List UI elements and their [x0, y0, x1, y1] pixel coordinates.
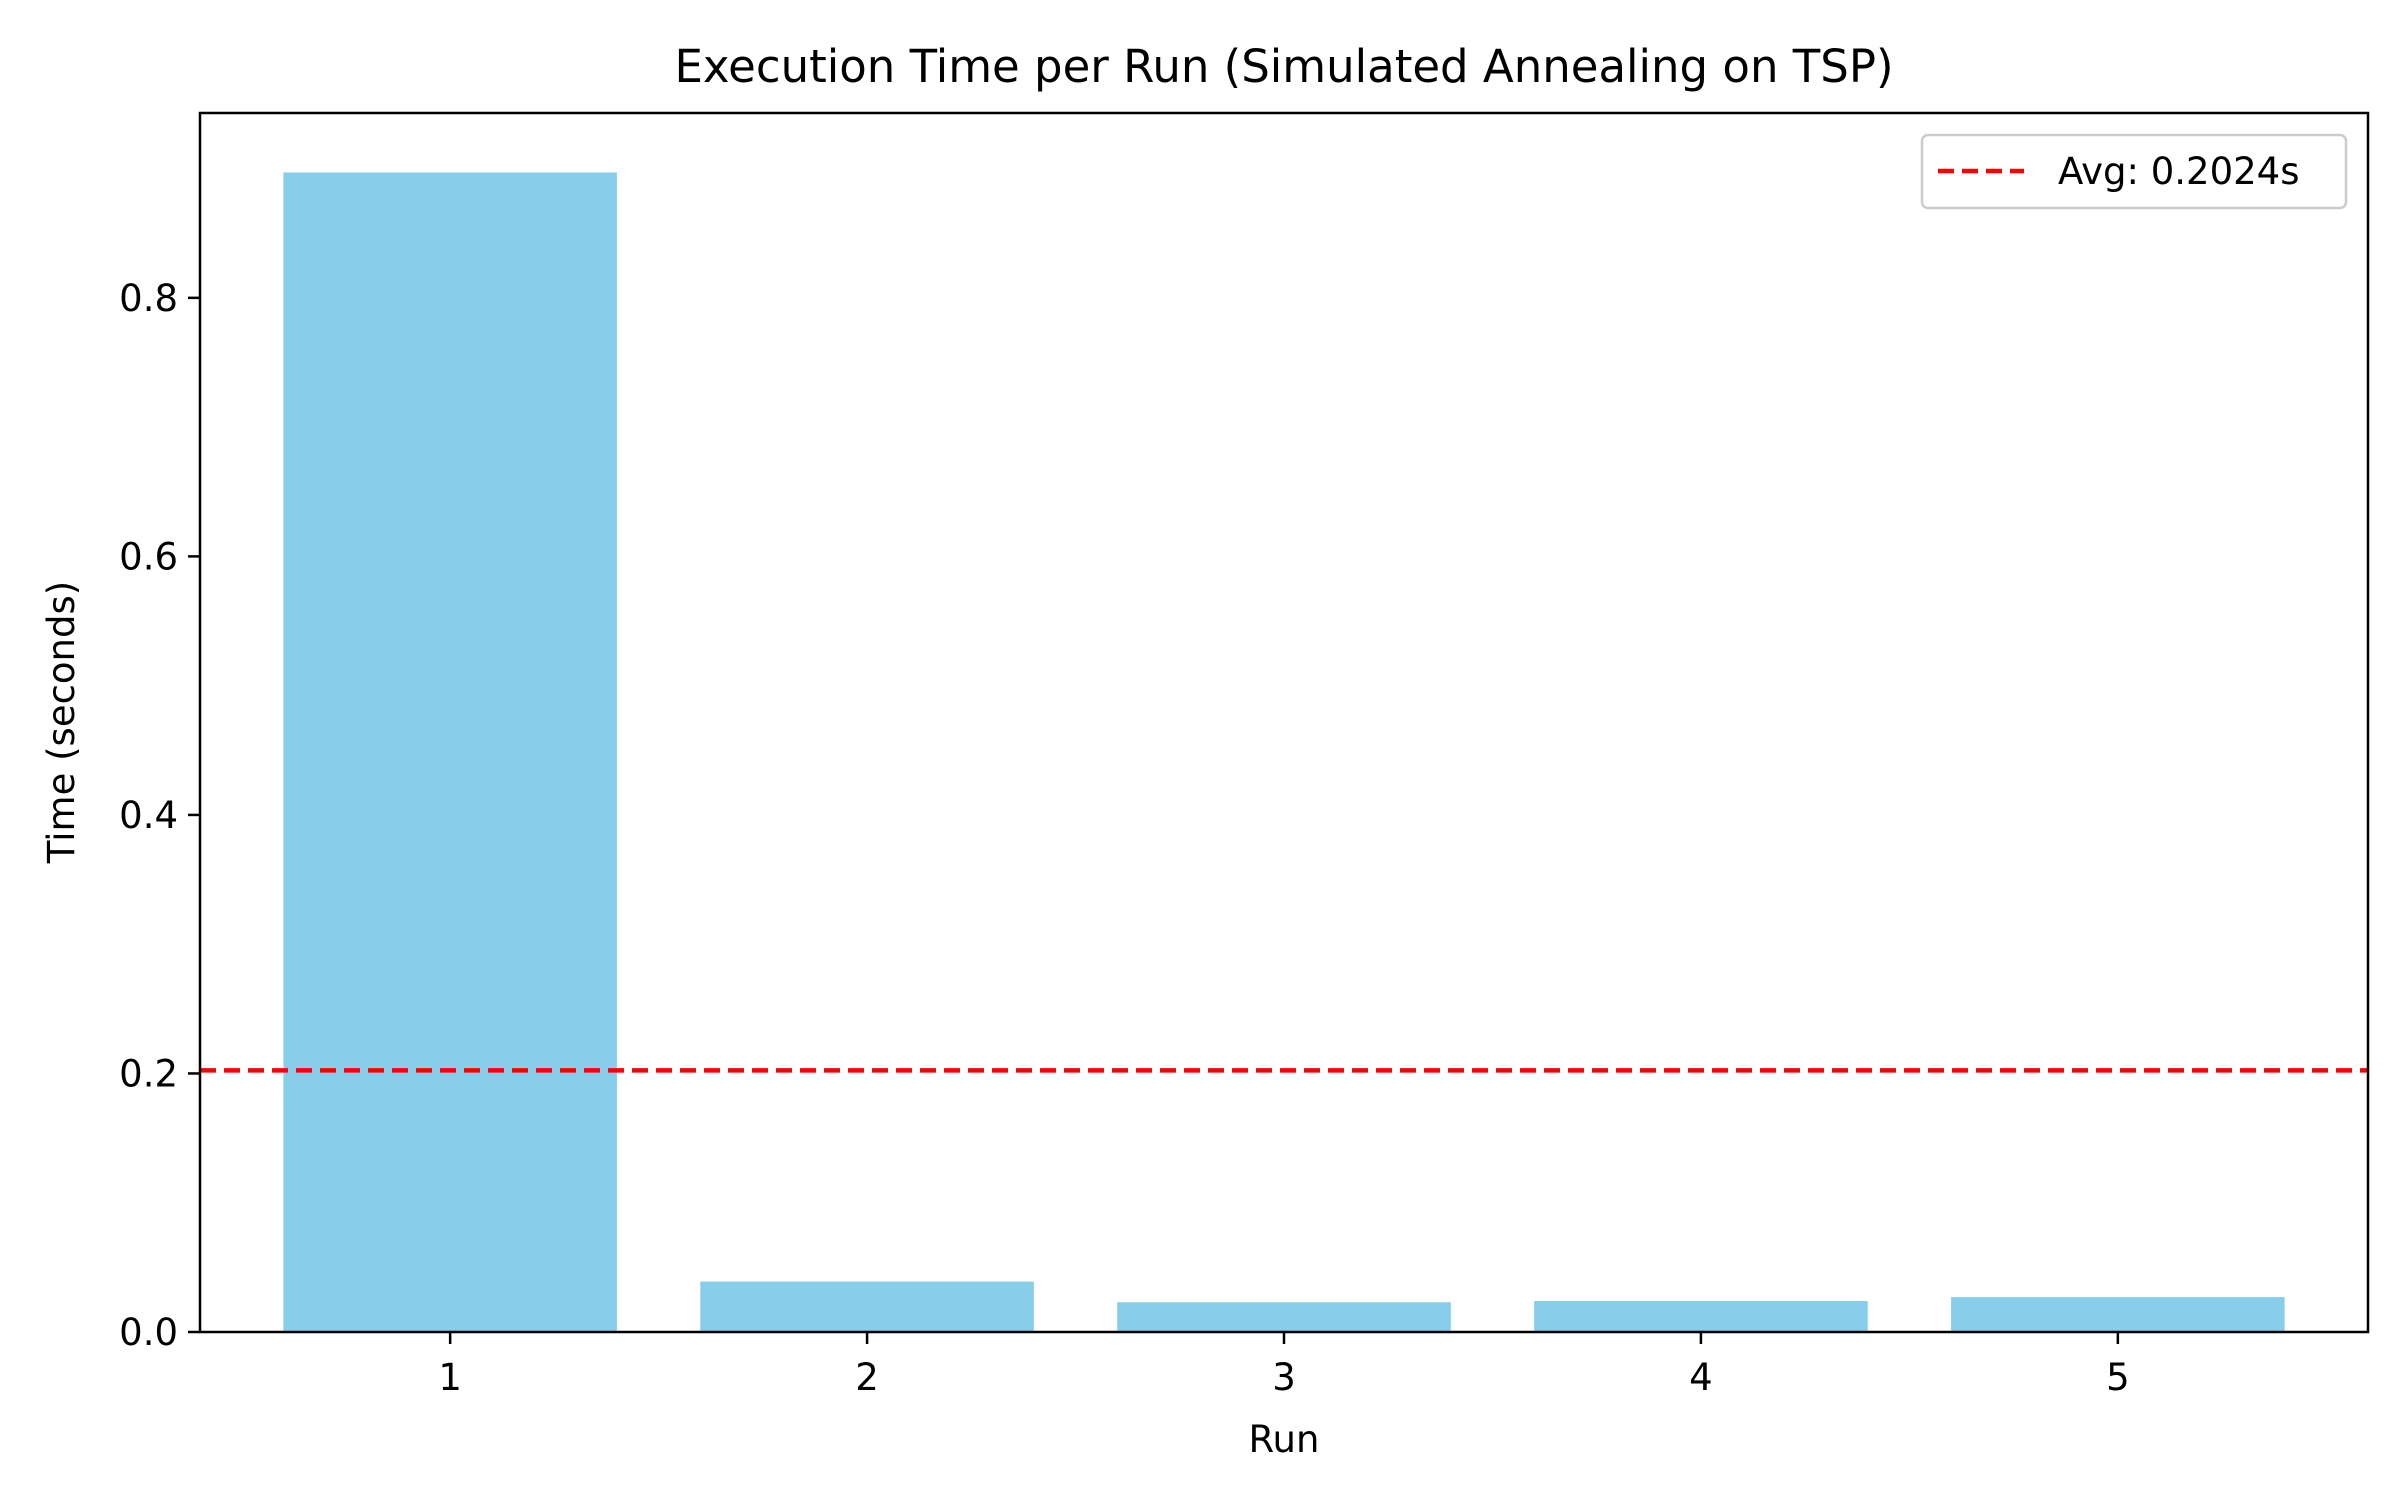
x-axis-label: Run — [1249, 1418, 1320, 1461]
x-tick-label: 2 — [855, 1356, 879, 1399]
y-tick-label: 0.6 — [119, 535, 178, 578]
bar-run-3 — [1117, 1302, 1451, 1332]
bar-run-4 — [1534, 1300, 1868, 1332]
y-tick-label: 0.2 — [119, 1052, 178, 1095]
legend-box — [1920, 133, 2348, 210]
legend: Avg: 0.2024s — [1920, 133, 2348, 210]
chart-title: Execution Time per Run (Simulated Anneal… — [674, 40, 1893, 93]
y-tick-label: 0.8 — [119, 277, 178, 320]
bars-group — [283, 172, 2285, 1333]
plot-frame — [198, 111, 2370, 1334]
x-tick-label: 1 — [438, 1356, 462, 1399]
bar-run-1 — [283, 172, 617, 1333]
y-axis-label: Time (seconds) — [40, 581, 83, 864]
x-tick-label: 3 — [1272, 1356, 1296, 1399]
x-tick-label: 4 — [1689, 1356, 1713, 1399]
bar-run-2 — [700, 1281, 1034, 1332]
x-tick-label: 5 — [2106, 1356, 2130, 1399]
x-axis-ticks: 1 2 3 4 5 — [438, 1332, 2130, 1399]
bar-run-5 — [1951, 1297, 2285, 1332]
y-axis-ticks: 0.0 0.2 0.4 0.6 0.8 — [119, 277, 200, 1354]
legend-label-avg: Avg: 0.2024s — [2058, 150, 2300, 193]
y-tick-label: 0.4 — [119, 794, 178, 837]
y-tick-label: 0.0 — [119, 1311, 178, 1354]
